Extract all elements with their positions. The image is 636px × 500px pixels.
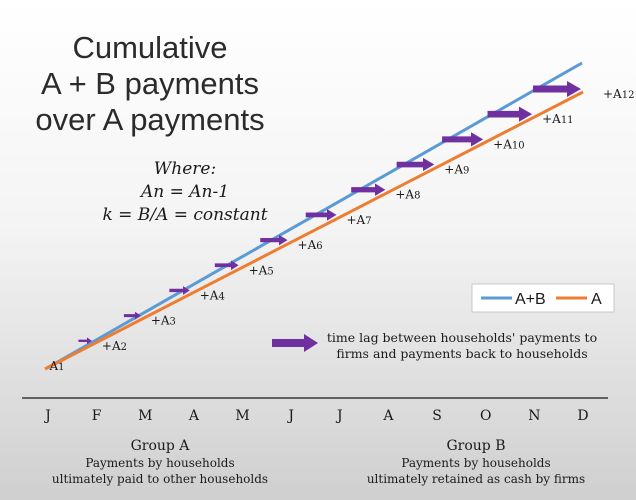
where-line1: An = An-1 (140, 182, 230, 202)
title-line2: A + B payments (41, 66, 259, 101)
time-lag-arrow (396, 157, 435, 172)
time-lag-arrow (305, 209, 337, 221)
point-label: +A4 (200, 288, 225, 302)
group-a-title: Group A (130, 438, 190, 454)
group-b-line1: Payments by households (401, 456, 551, 470)
group-b-caption: Group B Payments by households ultimatel… (346, 437, 606, 487)
time-lag-arrow (260, 234, 288, 246)
month-label: D (577, 408, 588, 424)
time-lag-arrow (123, 311, 141, 320)
time-lag-arrow (442, 132, 484, 147)
time-lag-arrow (351, 183, 386, 196)
series-a-line (44, 90, 584, 371)
point-label: +A10 (493, 137, 524, 151)
where-heading: Where: (153, 159, 217, 179)
time-lag-arrow (169, 286, 190, 295)
month-label: O (480, 408, 491, 424)
month-label: S (432, 408, 442, 424)
point-label: +A2 (102, 339, 127, 353)
page-title: Cumulative A + B payments over A payment… (20, 30, 280, 138)
where-line2: k = B/A = constant (102, 205, 268, 225)
point-label: +A3 (151, 314, 176, 328)
title-line1: Cumulative (72, 30, 228, 65)
month-label: M (138, 408, 152, 424)
arrow-legend: time lag between households' payments to… (272, 330, 597, 361)
month-label: J (286, 408, 294, 424)
point-label: +A7 (346, 213, 371, 227)
group-a-line1: Payments by households (85, 456, 235, 470)
point-label: +A9 (444, 163, 469, 177)
definition-block: Where: An = An-1 k = B/A = constant (70, 158, 300, 227)
group-a-line2: ultimately paid to other households (51, 472, 269, 486)
time-lag-arrow-icon (272, 334, 318, 352)
legend: A+B A (471, 283, 615, 313)
point-label: +A6 (298, 238, 323, 252)
month-label: A (188, 408, 200, 424)
time-lag-arrow (214, 260, 239, 271)
legend-a-label: A (591, 291, 602, 308)
arrow-note-line1: time lag between households' payments to (327, 330, 597, 345)
title-line3: over A payments (35, 102, 265, 137)
month-label: F (92, 408, 102, 424)
group-b-title: Group B (446, 438, 506, 454)
point-label: A1 (48, 359, 64, 373)
time-lag-arrow (487, 106, 533, 122)
group-a-caption: Group A Payments by households ultimatel… (30, 437, 290, 487)
point-label: +A8 (395, 188, 420, 202)
legend-ab-label: A+B (515, 291, 546, 308)
arrow-note-line2: firms and payments back to households (336, 346, 587, 361)
group-b-line2: ultimately retained as cash by firms (366, 472, 586, 486)
month-label: N (528, 408, 540, 424)
point-label: +A11 (542, 112, 573, 126)
point-label: +A12 (603, 87, 634, 101)
time-lag-arrow (78, 337, 92, 345)
point-label: +A5 (249, 263, 274, 277)
time-lag-arrow (533, 81, 581, 97)
month-label: J (43, 408, 51, 424)
month-label: A (382, 408, 394, 424)
month-label: J (335, 408, 343, 424)
month-label: M (235, 408, 249, 424)
